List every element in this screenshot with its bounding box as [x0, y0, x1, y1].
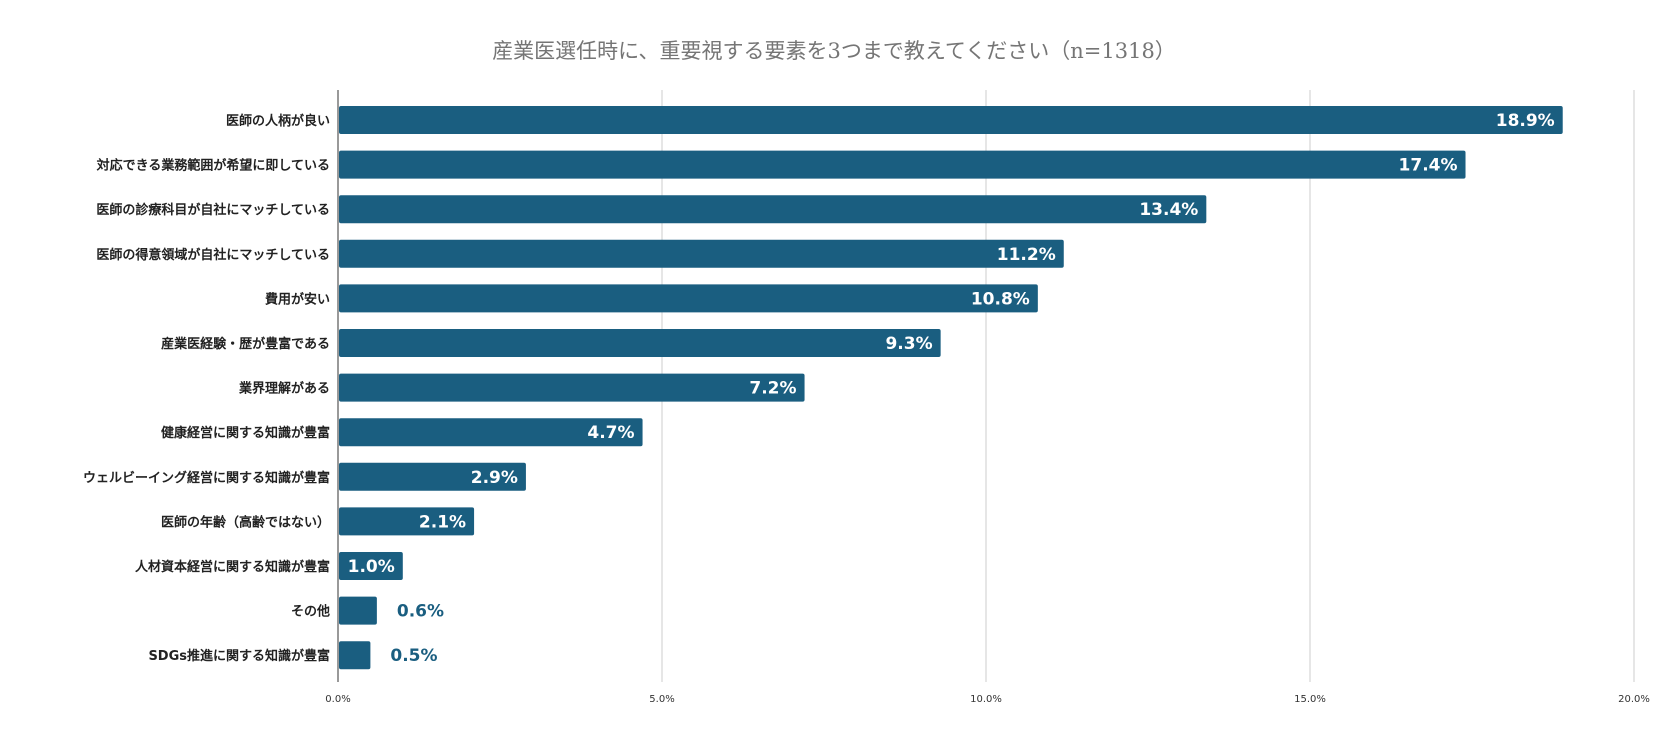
category-label: 費用が安い: [265, 291, 330, 307]
category-labels: 医師の人柄が良い対応できる業務範囲が希望に即している医師の診療科目が自社にマッチ…: [83, 113, 330, 664]
category-label: ウェルビーイング経営に関する知識が豊富: [83, 470, 330, 486]
chart-title: 産業医選任時に、重要視する要素を3つまで教えてください（n=1318）: [492, 39, 1176, 63]
category-label: 医師の得意領域が自社にマッチしている: [96, 247, 330, 263]
bar-value-label: 0.5%: [390, 646, 437, 666]
bar: [339, 552, 403, 580]
bar-value-label: 4.7%: [587, 423, 634, 443]
bar-value-label: 2.1%: [419, 512, 466, 532]
bar: [339, 373, 805, 402]
category-label: 対応できる業務範囲が希望に即している: [96, 158, 330, 174]
gridlines: [661, 90, 1635, 682]
bar-value-label: 0.6%: [397, 602, 444, 622]
bar: [339, 106, 1563, 134]
category-label: 産業医経験・歴が豊富である: [161, 336, 330, 352]
x-axis-ticks: 0.0% 5.0% 10.0% 15.0% 20.0%: [325, 694, 1650, 705]
bar-value-label: 17.4%: [1399, 156, 1458, 176]
x-tick-label: 10.0%: [970, 694, 1002, 705]
x-tick-label: 20.0%: [1618, 694, 1650, 705]
bar: [339, 462, 526, 491]
bar-value-label: 7.2%: [749, 379, 796, 399]
bar-value-label: 18.9%: [1496, 111, 1555, 131]
bar: [339, 596, 377, 625]
bar: [339, 507, 475, 536]
bar: [339, 239, 1064, 268]
x-tick-label: 15.0%: [1294, 694, 1326, 705]
category-label: 業界理解がある: [238, 381, 330, 397]
bar: [339, 641, 371, 670]
bar: [339, 284, 1038, 313]
bar: [339, 418, 643, 447]
bar: [339, 150, 1466, 179]
bars: 18.9% 17.4% 13.4% 11.2% 10.8% 9.3% 7.2% 4.7% 2.9…: [339, 106, 1563, 670]
bar: [339, 329, 941, 357]
category-label: SDGs推進に関する知識が豊富: [148, 648, 330, 664]
bar: [339, 195, 1207, 224]
bar-value-label: 13.4%: [1139, 200, 1198, 220]
bar-value-label: 2.9%: [471, 468, 518, 488]
bar-value-label: 11.2%: [997, 245, 1056, 265]
bar-value-label: 1.0%: [348, 557, 395, 577]
category-label: 医師の人柄が良い: [226, 113, 330, 129]
category-label: 健康経営に関する知識が豊富: [161, 425, 330, 441]
x-tick-label: 0.0%: [325, 694, 350, 705]
category-label: 人材資本経営に関する知識が豊富: [135, 559, 330, 575]
category-label: その他: [291, 604, 330, 620]
bar-value-label: 9.3%: [885, 334, 932, 354]
bar-value-label: 10.8%: [971, 289, 1030, 309]
category-label: 医師の診療科目が自社にマッチしている: [96, 202, 330, 218]
x-tick-label: 5.0%: [649, 694, 674, 705]
category-label: 医師の年齢（高齢ではない）: [161, 514, 330, 530]
